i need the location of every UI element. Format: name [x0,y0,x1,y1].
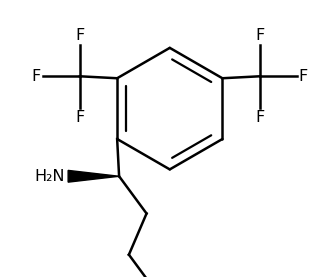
Polygon shape [68,171,119,182]
Text: F: F [75,109,85,125]
Text: F: F [255,109,264,125]
Text: H₂N: H₂N [35,169,65,184]
Text: F: F [31,69,41,84]
Text: F: F [299,69,308,84]
Text: F: F [75,28,85,43]
Text: F: F [255,28,264,43]
